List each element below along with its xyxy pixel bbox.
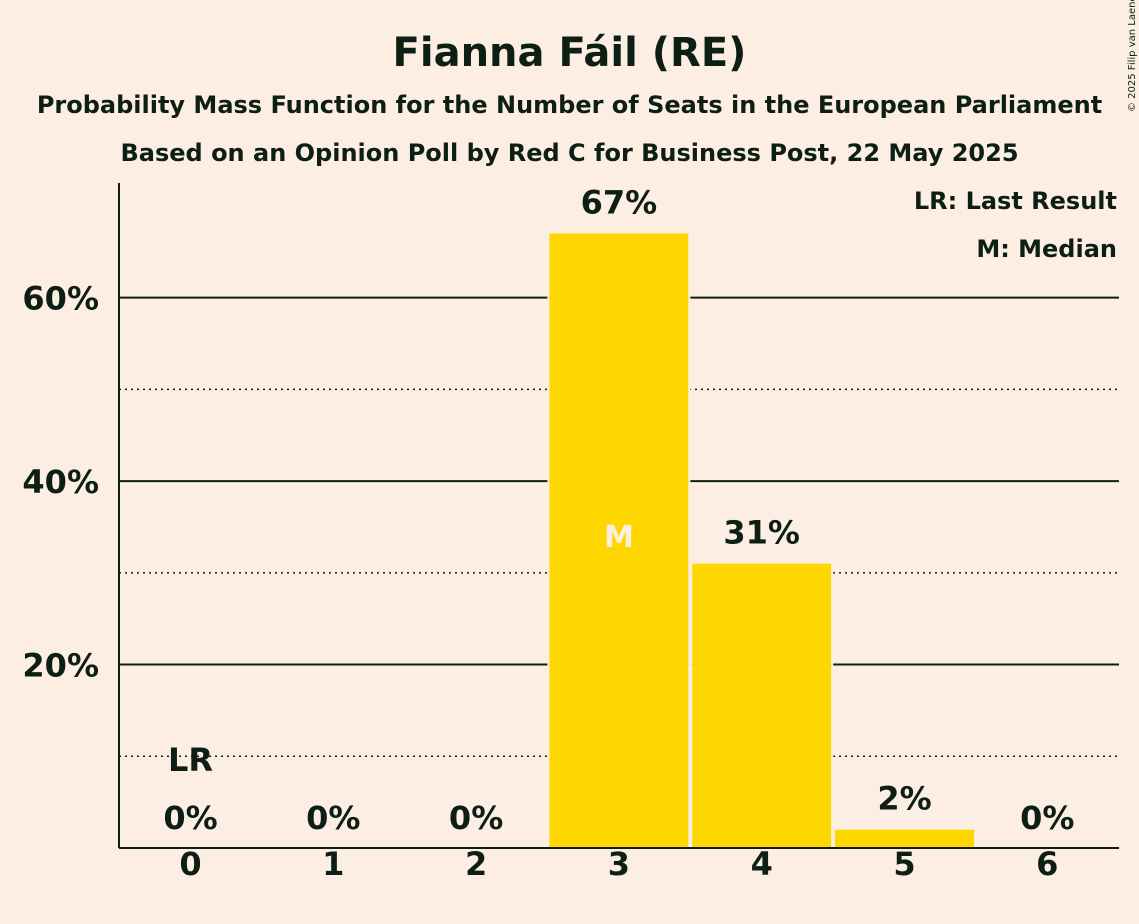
legend-median: M: Median (976, 235, 1117, 263)
bar-edge-gap (688, 233, 691, 849)
x-tick-label-5: 5 (893, 845, 915, 883)
axes (118, 183, 1119, 849)
bar-edge-gap (690, 563, 693, 848)
x-tick-label-2: 2 (465, 845, 487, 883)
bar-edge-gap (833, 829, 835, 848)
x-tick-label-1: 1 (322, 845, 344, 883)
last-result-marker: LR (168, 741, 213, 779)
bar-3 (549, 233, 689, 849)
legend-last-result: LR: Last Result (914, 187, 1117, 215)
data-label-4: 31% (723, 514, 800, 552)
bar-edge-gap (974, 829, 976, 848)
data-label-1: 0% (306, 799, 360, 837)
y-tick-label: 20% (22, 647, 99, 685)
bar-edge-gap (831, 563, 834, 848)
y-tick-label: 40% (22, 463, 99, 501)
chart-source-subtitle: Based on an Opinion Poll by Red C for Bu… (120, 139, 1018, 167)
data-label-3: 67% (581, 183, 658, 221)
data-label-6: 0% (1020, 799, 1074, 837)
bars (547, 233, 976, 849)
bar-edge-gap (547, 233, 550, 849)
copyright-notice: © 2025 Filip van Laenen (1127, 0, 1138, 112)
data-label-0: 0% (163, 799, 217, 837)
bar-5 (835, 829, 974, 848)
y-tick-label: 60% (22, 280, 99, 318)
data-labels: 0% 0 0% 1 0% 2 67% 3 31% 4 2% 5 0% 6 M LR (163, 183, 1074, 883)
data-label-5: 2% (877, 780, 931, 818)
x-tick-label-3: 3 (608, 845, 630, 883)
bar-4 (692, 563, 832, 848)
chart-subtitle: Probability Mass Function for the Number… (37, 91, 1102, 119)
x-tick-label-4: 4 (751, 845, 773, 883)
x-tick-label-6: 6 (1036, 845, 1058, 883)
chart-title: Fianna Fáil (RE) (393, 30, 747, 76)
x-tick-label-0: 0 (179, 845, 201, 883)
median-marker: M (604, 520, 634, 555)
data-label-2: 0% (449, 799, 503, 837)
